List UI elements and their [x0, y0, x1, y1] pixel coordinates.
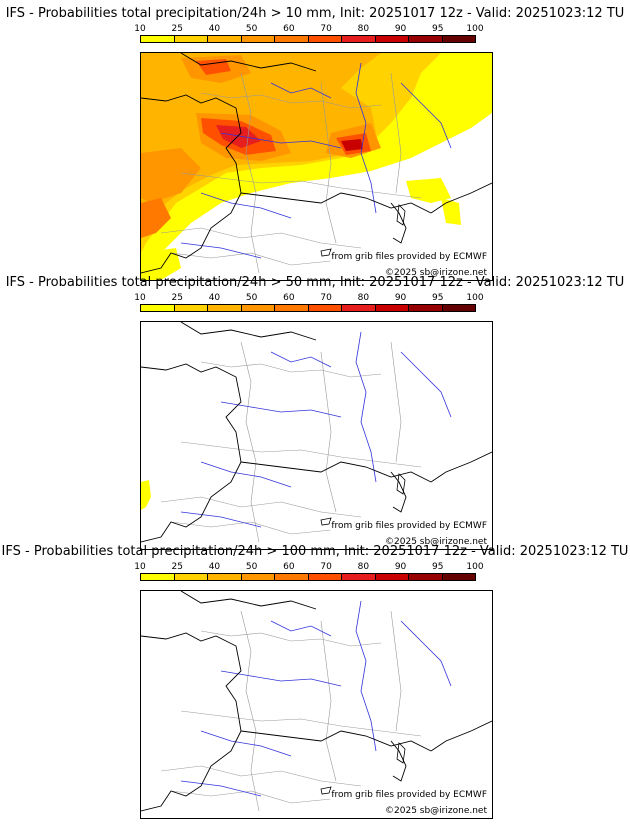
panel-100mm: IFS - Probabilities total precipitation/…: [0, 544, 630, 819]
colorbar-segment: [240, 304, 275, 312]
colorbar: 10 25 40 50 60 70 80 90 95 100: [134, 24, 484, 46]
colorbar-segment: [374, 304, 409, 312]
colorbar-segment: [441, 35, 476, 43]
colorbar-tick-label: 90: [394, 293, 407, 303]
rivers: [180, 331, 452, 528]
colorbar-segment: [140, 304, 175, 312]
colorbar-tick-label: 50: [245, 293, 258, 303]
colorbar-tick-label: 40: [208, 24, 221, 34]
colorbar-tick-label: 60: [283, 562, 295, 572]
colorbar-tick-label: 95: [432, 24, 444, 34]
data-source-credit: from grib files provided by ECMWF: [330, 790, 488, 800]
colorbar-segment: [341, 35, 376, 43]
panel-title: IFS - Probabilities total precipitation/…: [5, 6, 625, 21]
panel-title: IFS - Probabilities total precipitation/…: [5, 275, 625, 290]
data-source-credit: from grib files provided by ECMWF: [330, 521, 488, 531]
colorbar-tick-label: 60: [283, 293, 295, 303]
colorbar-segment: [408, 573, 443, 581]
colorbar-tick-label: 40: [208, 293, 221, 303]
colorbar-segment: [207, 573, 242, 581]
colorbar-segment: [140, 573, 175, 581]
admin-borders: [160, 341, 422, 543]
colorbar-tick-label: 60: [283, 24, 295, 34]
colorbar-tick-label: 90: [394, 562, 407, 572]
admin-borders: [160, 72, 422, 274]
colorbar-tick-label: 100: [466, 24, 484, 34]
colorbar-tick-label: 25: [171, 293, 183, 303]
probability-field: [141, 480, 151, 510]
copyright-credit: ©2025 sb@irizone.net: [384, 537, 488, 547]
colorbar-tick-label: 70: [320, 293, 332, 303]
colorbar-segment: [341, 573, 376, 581]
colorbar-tick-label: 100: [466, 562, 484, 572]
colorbar-segment: [173, 304, 208, 312]
coastline: [141, 53, 492, 274]
colorbar-tick-label: 100: [466, 293, 484, 303]
rivers: [180, 62, 452, 259]
colorbar-tick-label: 80: [357, 562, 370, 572]
colorbar-tick-label: 80: [357, 293, 370, 303]
colorbar-segment: [441, 573, 476, 581]
rivers: [180, 600, 452, 797]
colorbar-tick-label: 80: [357, 24, 370, 34]
colorbar-tick-label: 25: [171, 24, 183, 34]
islands: [320, 473, 406, 526]
colorbar-segment: [307, 304, 342, 312]
colorbar-segment: [173, 35, 208, 43]
colorbar-tick-label: 40: [208, 562, 221, 572]
colorbar-segment: [441, 304, 476, 312]
colorbar-segment: [408, 304, 443, 312]
colorbar-tick-label: 70: [320, 562, 332, 572]
data-source-credit: from grib files provided by ECMWF: [330, 252, 488, 262]
colorbar-segment: [173, 573, 208, 581]
admin-borders: [160, 610, 422, 812]
colorbar-tick-label: 90: [394, 24, 407, 34]
map-canvas: [141, 322, 492, 543]
coastline: [141, 322, 492, 543]
map-10mm: from grib files provided by ECMWF ©2025 …: [140, 52, 493, 281]
colorbar: 10 25 40 50 60 70 80 90 95 100: [134, 293, 484, 315]
colorbar-segment: [307, 35, 342, 43]
colorbar-segment: [274, 573, 309, 581]
colorbar-tick-label: 25: [171, 562, 183, 572]
colorbar-segment: [240, 573, 275, 581]
panel-50mm: IFS - Probabilities total precipitation/…: [0, 275, 630, 550]
copyright-credit: ©2025 sb@irizone.net: [384, 806, 488, 816]
panel-10mm: IFS - Probabilities total precipitation/…: [0, 6, 630, 281]
colorbar-segment: [374, 35, 409, 43]
colorbar-tick-label: 70: [320, 24, 332, 34]
colorbar-tick-label: 50: [245, 562, 258, 572]
islands: [320, 742, 406, 795]
coastline: [141, 591, 492, 812]
colorbar-segment: [341, 304, 376, 312]
colorbar-segment: [240, 35, 275, 43]
colorbar: 10 25 40 50 60 70 80 90 95 100: [134, 562, 484, 584]
colorbar-tick-label: 10: [134, 24, 146, 34]
colorbar-segment: [374, 573, 409, 581]
colorbar-tick-label: 95: [432, 562, 444, 572]
map-canvas: [141, 53, 492, 280]
copyright-credit: ©2025 sb@irizone.net: [384, 268, 488, 278]
colorbar-segment: [207, 304, 242, 312]
colorbar-tick-label: 10: [134, 562, 146, 572]
map-100mm: from grib files provided by ECMWF ©2025 …: [140, 590, 493, 819]
colorbar-tick-label: 10: [134, 293, 146, 303]
colorbar-segment: [207, 35, 242, 43]
colorbar-segment: [408, 35, 443, 43]
colorbar-segment: [307, 573, 342, 581]
colorbar-segment: [274, 35, 309, 43]
panel-title: IFS - Probabilities total precipitation/…: [1, 544, 629, 559]
map-50mm: from grib files provided by ECMWF ©2025 …: [140, 321, 493, 550]
probability-field: [141, 53, 492, 280]
colorbar-segment: [140, 35, 175, 43]
colorbar-tick-label: 50: [245, 24, 258, 34]
islands: [320, 204, 406, 257]
map-canvas: [141, 591, 492, 812]
colorbar-tick-label: 95: [432, 293, 444, 303]
colorbar-segment: [274, 304, 309, 312]
